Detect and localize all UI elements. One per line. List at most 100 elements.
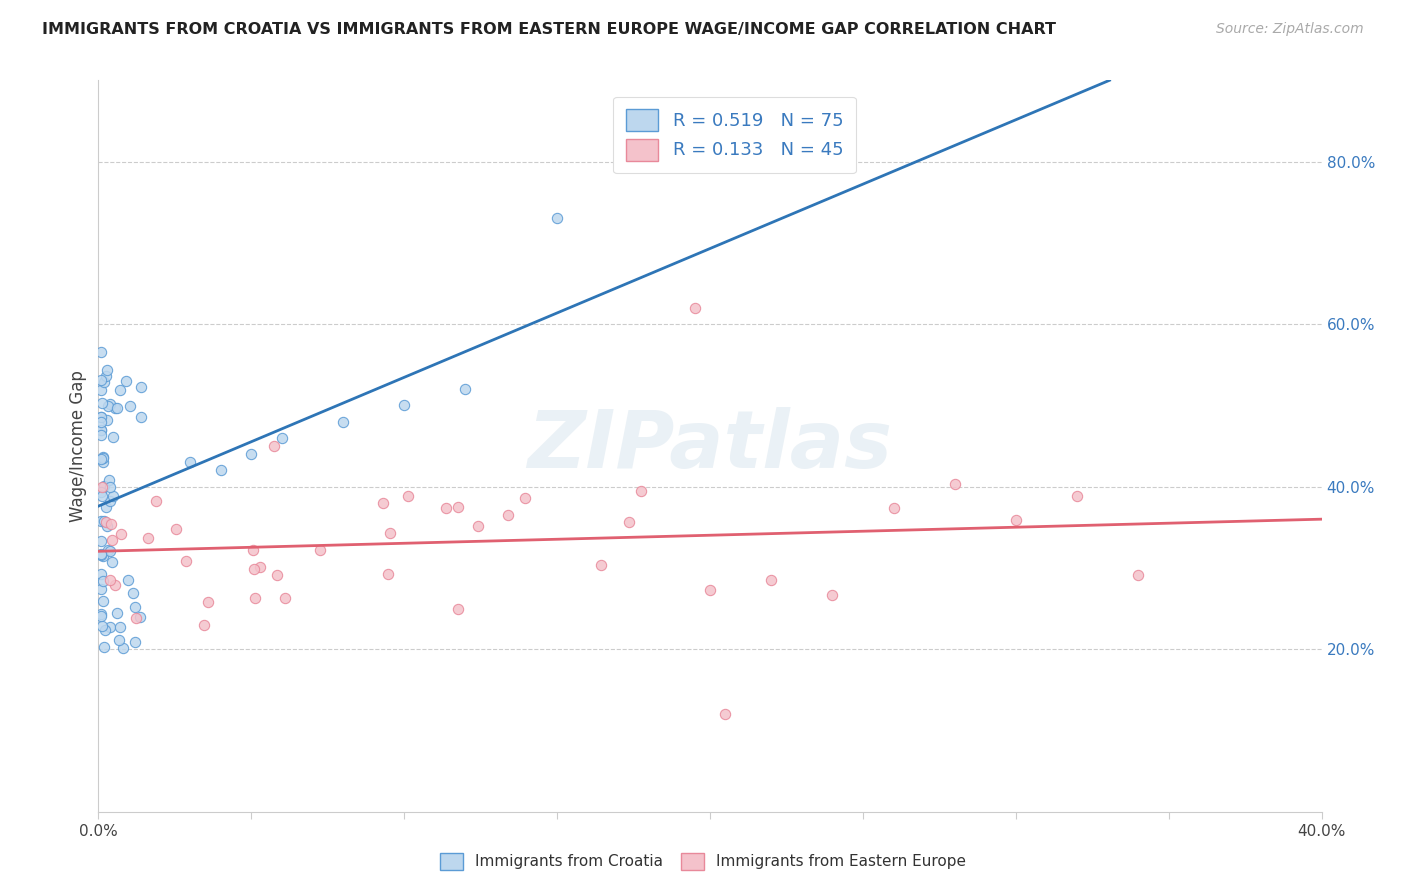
Point [249, 559, 271, 574]
Point [243, 591, 266, 606]
Text: Source: ZipAtlas.com: Source: ZipAtlas.com [1216, 22, 1364, 37]
Point [91, 450, 114, 465]
Point [96, 542, 118, 557]
Point [274, 591, 297, 606]
Point [90, 427, 112, 442]
Point [110, 620, 132, 634]
Point [91, 489, 114, 503]
Point [270, 431, 292, 445]
Point [94, 623, 117, 637]
Point [129, 380, 152, 394]
Point [1128, 568, 1150, 582]
Point [94, 500, 117, 515]
Point [591, 558, 613, 572]
Point [373, 496, 395, 510]
Point [108, 384, 131, 398]
Point [90, 534, 112, 549]
Point [91, 549, 114, 563]
Point [392, 398, 416, 412]
Point [90, 451, 112, 466]
Point [110, 527, 132, 541]
Point [105, 606, 128, 620]
Point [821, 588, 844, 602]
Point [90, 547, 112, 561]
Point [90, 345, 112, 359]
Point [90, 373, 112, 387]
Point [90, 607, 112, 622]
Point [630, 484, 652, 499]
Point [90, 582, 112, 597]
Point [145, 494, 167, 508]
Point [309, 543, 332, 558]
Point [90, 383, 112, 397]
Point [98, 493, 121, 508]
Point [124, 610, 146, 624]
Point [546, 211, 568, 226]
Point [105, 401, 128, 415]
Point [90, 609, 112, 624]
Point [90, 548, 112, 562]
Point [118, 400, 141, 414]
Point [91, 396, 114, 410]
Point [98, 573, 121, 587]
Point [193, 618, 215, 632]
Point [91, 593, 114, 607]
Point [174, 554, 197, 568]
Point [1004, 514, 1026, 528]
Point [714, 707, 737, 722]
Point [759, 573, 782, 587]
Point [434, 500, 457, 515]
Point [101, 489, 124, 503]
Point [90, 415, 112, 429]
Point [377, 566, 399, 581]
Point [136, 531, 159, 545]
Point [467, 519, 489, 533]
Point [96, 362, 118, 376]
Point [90, 423, 112, 437]
Point [240, 447, 263, 461]
Point [380, 525, 402, 540]
Point [91, 574, 114, 588]
Point [98, 620, 121, 634]
Legend: Immigrants from Croatia, Immigrants from Eastern Europe: Immigrants from Croatia, Immigrants from… [432, 846, 974, 877]
Point [104, 578, 127, 592]
Point [90, 567, 112, 582]
Point [91, 455, 114, 469]
Point [98, 397, 121, 411]
Point [943, 477, 966, 491]
Point [93, 479, 115, 493]
Point [93, 640, 115, 654]
Point [96, 518, 118, 533]
Point [129, 410, 152, 425]
Point [124, 599, 146, 614]
Point [242, 542, 264, 557]
Point [165, 522, 187, 536]
Point [91, 450, 114, 465]
Point [90, 423, 112, 437]
Point [111, 640, 134, 655]
Legend: R = 0.519   N = 75, R = 0.133   N = 45: R = 0.519 N = 75, R = 0.133 N = 45 [613, 96, 856, 173]
Point [96, 413, 118, 427]
Point [1066, 489, 1088, 503]
Point [107, 632, 129, 647]
Point [90, 409, 112, 424]
Point [332, 415, 354, 429]
Point [121, 586, 143, 600]
Point [179, 455, 201, 469]
Point [699, 583, 721, 598]
Point [103, 401, 125, 415]
Point [90, 410, 112, 425]
Text: IMMIGRANTS FROM CROATIA VS IMMIGRANTS FROM EASTERN EUROPE WAGE/INCOME GAP CORREL: IMMIGRANTS FROM CROATIA VS IMMIGRANTS FR… [42, 22, 1056, 37]
Point [209, 463, 232, 477]
Point [91, 619, 114, 633]
Point [447, 500, 470, 515]
Point [90, 485, 112, 500]
Point [619, 515, 641, 529]
Point [90, 514, 112, 528]
Y-axis label: Wage/Income Gap: Wage/Income Gap [69, 370, 87, 522]
Point [454, 382, 477, 396]
Point [242, 562, 264, 576]
Point [513, 491, 536, 505]
Point [97, 399, 120, 413]
Point [98, 474, 121, 488]
